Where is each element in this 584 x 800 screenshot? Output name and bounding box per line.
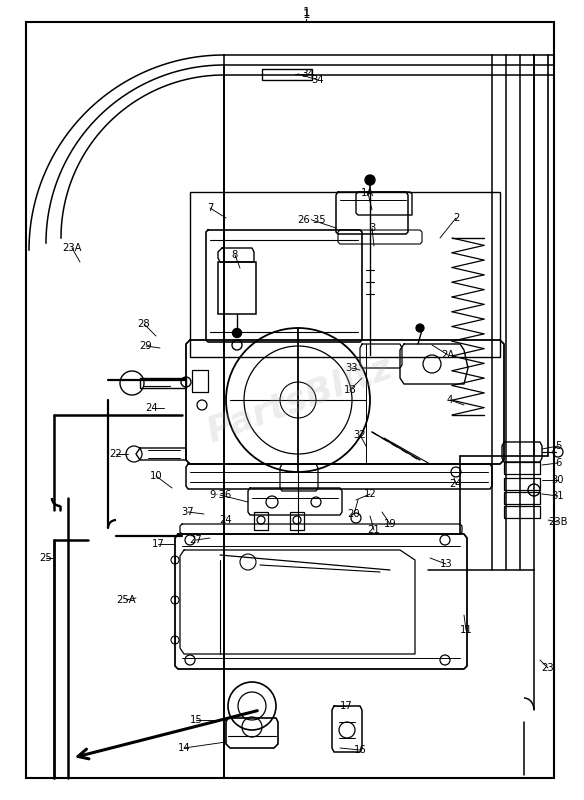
Text: 14: 14 <box>178 743 190 753</box>
Text: 1A: 1A <box>361 188 374 198</box>
Text: 17: 17 <box>152 539 164 549</box>
Text: 26·35: 26·35 <box>298 215 326 225</box>
Text: 24: 24 <box>450 479 463 489</box>
Text: 23: 23 <box>542 663 554 673</box>
Circle shape <box>416 324 424 332</box>
Text: 30: 30 <box>552 475 564 485</box>
Text: 20: 20 <box>347 509 360 519</box>
Text: 21: 21 <box>367 525 380 535</box>
Text: 10: 10 <box>150 471 162 481</box>
Text: 23A: 23A <box>62 243 82 253</box>
Text: 27: 27 <box>190 535 203 545</box>
Text: 17: 17 <box>340 701 352 711</box>
Text: 16: 16 <box>354 745 366 755</box>
Text: 2A: 2A <box>442 350 454 360</box>
Text: 13: 13 <box>440 559 453 569</box>
Circle shape <box>365 175 375 185</box>
Text: 31: 31 <box>552 491 564 501</box>
Circle shape <box>232 329 242 338</box>
Text: 34: 34 <box>312 75 324 85</box>
Bar <box>262 69 312 80</box>
Text: 12: 12 <box>364 489 376 499</box>
Text: 5: 5 <box>555 441 561 451</box>
Text: 24: 24 <box>145 403 158 413</box>
Text: 23B: 23B <box>548 517 568 527</box>
Text: 1: 1 <box>303 7 310 21</box>
Text: 22: 22 <box>110 449 123 459</box>
Text: 4: 4 <box>447 395 453 405</box>
Text: 11: 11 <box>460 625 472 635</box>
Text: 33: 33 <box>346 363 358 373</box>
Text: 24: 24 <box>220 515 232 525</box>
Text: PartsBlitz: PartsBlitz <box>202 350 398 450</box>
Bar <box>218 262 256 314</box>
Text: 15: 15 <box>190 715 203 725</box>
Bar <box>190 192 500 357</box>
Text: 34: 34 <box>301 69 315 79</box>
Text: 3: 3 <box>369 223 375 233</box>
Text: 7: 7 <box>207 203 213 213</box>
Text: 6: 6 <box>555 458 561 468</box>
Text: 2: 2 <box>453 213 459 223</box>
Text: 18: 18 <box>344 385 356 395</box>
Text: 37: 37 <box>182 507 194 517</box>
Text: 8: 8 <box>232 250 238 260</box>
Text: 28: 28 <box>138 319 150 329</box>
Text: 9·36: 9·36 <box>209 490 231 500</box>
Bar <box>254 512 268 530</box>
Text: 25A: 25A <box>116 595 136 605</box>
Bar <box>290 512 304 530</box>
Text: 32: 32 <box>354 430 366 440</box>
Text: 1: 1 <box>303 6 310 18</box>
Text: 25: 25 <box>40 553 53 563</box>
Text: 29: 29 <box>140 341 152 351</box>
Text: 19: 19 <box>384 519 397 529</box>
